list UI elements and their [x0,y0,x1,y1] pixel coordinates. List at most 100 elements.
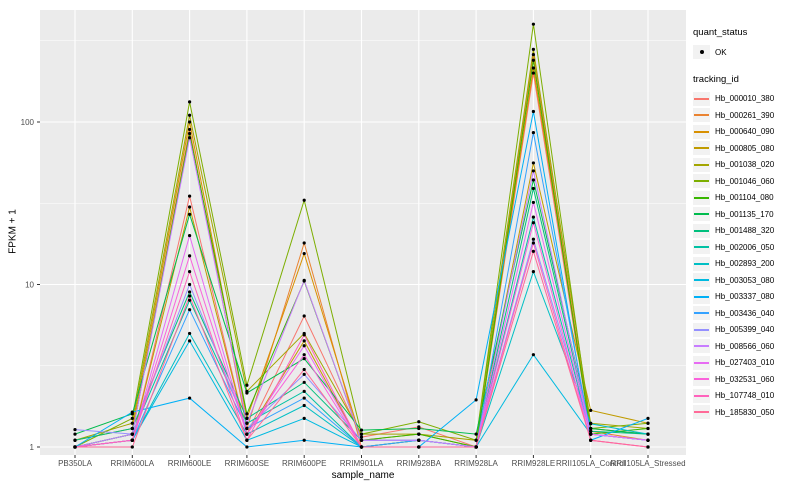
data-point [531,161,536,165]
data-point [302,356,306,361]
x-tick-label: RRIM928BA [397,459,442,468]
legend-line-icon [693,240,710,254]
data-point [531,66,536,70]
data-point [302,438,306,442]
data-point [531,241,536,245]
data-point [646,445,650,449]
data-point [302,353,306,357]
data-point [302,278,306,282]
data-point [188,113,192,117]
x-tick-label: RRIM901LA [340,459,384,468]
legend-item-label: Hb_001046_060 [715,176,775,186]
legend-line-icon [693,322,710,337]
data-point [188,233,192,238]
legend-item-label: Hb_002893_200 [715,259,775,268]
data-point [417,432,421,436]
legend-item-Hb_027403_010: Hb_027403_010 [693,355,799,370]
legend-item-label: Hb_032531_060 [715,374,775,384]
legend-line-icon [693,405,710,419]
x-tick-label: PB350LA [58,459,92,468]
legend-item-label: Hb_000261_390 [715,110,775,120]
ok-point-icon [693,45,710,59]
data-point [302,380,306,384]
data-point [245,445,249,449]
legend-item-label: Hb_003436_040 [715,308,775,318]
legend-item-Hb_001488_320: Hb_001488_320 [693,223,799,238]
data-point [417,426,421,431]
data-point [188,270,192,274]
data-point [646,432,650,436]
data-point [130,438,134,442]
legend-item-Hb_107748_010: Hb_107748_010 [693,388,799,403]
data-point [646,421,650,425]
legend-line-icon [693,108,710,122]
legend-item-label: Hb_001135_170 [715,209,774,219]
data-point [302,198,306,202]
data-point [188,298,192,302]
legend-tracking-title: tracking_id [693,73,739,85]
data-point [359,428,364,432]
legend-line-icon [693,174,710,188]
legend-line-icon [693,91,710,106]
data-point [589,429,593,433]
data-point [188,194,192,198]
data-point [188,254,192,258]
plot-panel [40,10,686,455]
data-point [531,221,536,225]
legend-item-label: Hb_003337_080 [715,292,775,301]
data-point [531,186,536,191]
legend-item-Hb_001104_080: Hb_001104_080 [693,190,799,205]
data-point [188,290,192,294]
legend-line-icon [693,306,710,320]
y-axis-title: FPKM + 1 [7,209,19,254]
legend-item-Hb_000640_090: Hb_000640_090 [693,124,799,139]
y-tick-label: 1 [30,443,35,452]
data-point [474,438,478,442]
data-point [302,241,306,245]
x-tick-label: RRIM600PE [282,459,326,468]
legend-item-label: Hb_001488_320 [715,226,775,235]
legend: quant_status OK tracking_id Hb_000010_38… [693,27,799,422]
data-point [531,109,536,114]
data-point [188,205,192,209]
data-point [188,136,192,140]
legend-item-Hb_001135_170: Hb_001135_170 [693,207,799,221]
data-point [73,445,77,449]
legend-item-Hb_000805_080: Hb_000805_080 [693,141,799,155]
legend-line-icon [693,223,710,238]
data-point [589,408,593,412]
data-point [531,52,536,57]
legend-item-label: Hb_002006_050 [715,242,775,252]
data-point [531,71,536,75]
legend-item-ok: OK [693,45,799,59]
data-point [474,445,478,449]
data-point [188,212,192,217]
x-tick-label: RRIM600SE [225,459,269,468]
legend-line-icon [693,256,710,271]
data-point [245,438,249,442]
data-point [417,445,421,449]
legend-item-Hb_008566_060: Hb_008566_060 [693,339,799,353]
data-point [531,353,536,357]
data-point [188,282,192,287]
legend-item-label: Hb_000640_090 [715,127,775,136]
data-point [589,438,593,442]
x-tick-label: RRIM928LA [454,459,498,468]
data-point [531,200,536,205]
legend-item-Hb_000010_380: Hb_000010_380 [693,91,799,106]
data-point [130,410,134,414]
data-point [245,391,249,395]
legend-line-icon [693,157,710,172]
legend-item-Hb_003436_040: Hb_003436_040 [693,306,799,320]
data-point [531,47,536,51]
data-point [302,389,306,393]
data-point [188,294,192,298]
legend-item-Hb_002006_050: Hb_002006_050 [693,240,799,254]
data-point [302,416,306,420]
data-point [646,426,650,431]
data-point [302,344,306,348]
data-point [130,416,134,420]
data-point [130,426,134,431]
data-point [302,339,306,343]
